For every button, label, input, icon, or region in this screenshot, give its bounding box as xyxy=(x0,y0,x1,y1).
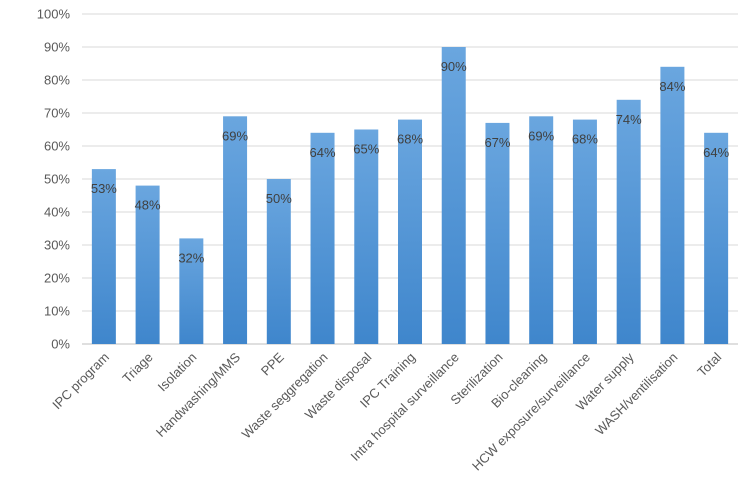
y-axis-ticks: 0% 10% 20% 30% 40% 50% 60% 70% 80% 90% 100% xyxy=(37,7,71,352)
data-label: 68% xyxy=(572,132,598,147)
bar xyxy=(266,179,291,344)
data-label: 69% xyxy=(528,128,554,143)
y-tick-label: 90% xyxy=(44,40,70,55)
y-tick-label: 80% xyxy=(44,73,70,88)
y-tick-label: 100% xyxy=(37,7,71,22)
data-label: 65% xyxy=(353,142,379,157)
bar xyxy=(572,119,597,344)
category-label: Isolation xyxy=(155,350,200,395)
bar xyxy=(660,66,685,345)
category-label: Handwashing/MMS xyxy=(153,349,244,440)
data-label: 84% xyxy=(659,79,685,94)
data-label: 64% xyxy=(703,145,729,160)
data-label: 50% xyxy=(266,191,292,206)
bar xyxy=(529,116,554,344)
y-tick-label: 60% xyxy=(44,139,70,154)
bar xyxy=(135,185,160,344)
y-tick-label: 10% xyxy=(44,304,70,319)
data-label: 90% xyxy=(441,59,467,74)
category-label: PPE xyxy=(258,349,287,378)
y-tick-label: 70% xyxy=(44,106,70,121)
bar xyxy=(223,116,248,344)
category-label: Triage xyxy=(119,350,155,386)
data-label: 64% xyxy=(310,145,336,160)
data-label: 48% xyxy=(135,198,161,213)
bar xyxy=(398,119,422,344)
bar xyxy=(91,169,116,344)
y-tick-label: 30% xyxy=(44,238,70,253)
bar xyxy=(704,132,729,344)
bar xyxy=(354,129,379,344)
bar xyxy=(485,122,510,345)
category-label: WASH/ventilisation xyxy=(592,350,680,438)
y-tick-label: 20% xyxy=(44,271,70,286)
bar xyxy=(441,47,466,344)
data-label: 53% xyxy=(91,181,117,196)
bar xyxy=(310,132,335,344)
data-label: 67% xyxy=(484,135,510,150)
category-label: Total xyxy=(694,349,724,379)
x-axis-ticks: IPC program TriageIsolationHandwashing/MM… xyxy=(49,349,724,473)
bar xyxy=(179,238,204,344)
category-label: IPC program xyxy=(49,350,112,413)
y-tick-label: 0% xyxy=(51,337,70,352)
data-label: 68% xyxy=(397,132,423,147)
data-label: 69% xyxy=(222,128,248,143)
data-label: 32% xyxy=(178,250,204,265)
bars xyxy=(91,47,729,345)
y-tick-label: 40% xyxy=(44,205,70,220)
y-tick-label: 50% xyxy=(44,172,70,187)
data-labels: 53% 48% 32% 69% 50% 64% 65% 68% 90% 67% 69% 68% 74% 8… xyxy=(91,59,730,265)
bar xyxy=(616,99,641,344)
data-label: 74% xyxy=(616,112,642,127)
